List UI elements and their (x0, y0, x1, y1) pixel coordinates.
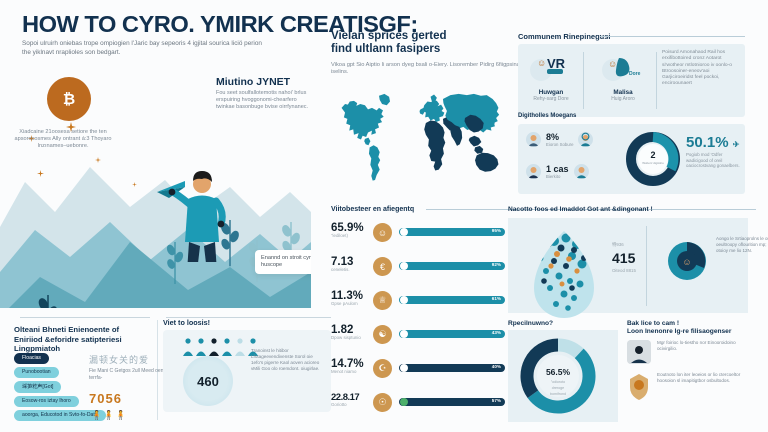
svg-text:"odioroto: "odioroto (551, 380, 565, 384)
svg-text:2: 2 (650, 150, 655, 160)
svg-text:Dore: Dore (629, 71, 641, 77)
svg-text:dreroge: dreroge (552, 386, 564, 390)
svg-text:VR: VR (547, 56, 566, 71)
svg-text:bomifrond: bomifrond (550, 392, 566, 396)
svg-text:₿: ₿ (63, 91, 75, 108)
svg-text:☺: ☺ (682, 257, 691, 267)
svg-text:☺: ☺ (608, 59, 617, 69)
svg-text:56.5%: 56.5% (546, 367, 571, 377)
svg-text:☺: ☺ (537, 58, 546, 68)
svg-text:Woborz digitoho: Woborz digitoho (642, 161, 664, 165)
